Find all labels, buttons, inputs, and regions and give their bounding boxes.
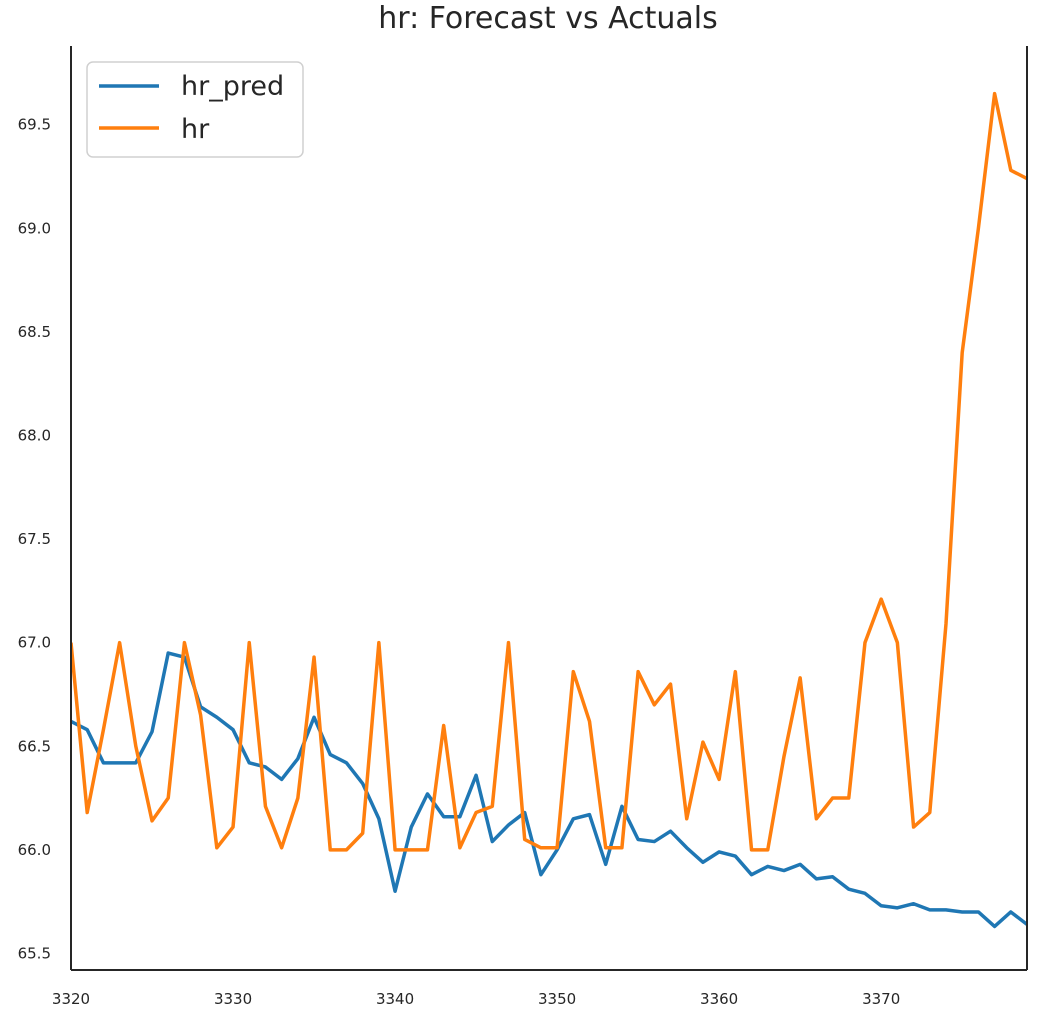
y-tick-label: 68.0: [18, 426, 51, 444]
x-tick-label: 3320: [52, 990, 90, 1008]
x-tick-label: 3360: [700, 990, 738, 1008]
legend-label-hr-pred: hr_pred: [181, 71, 284, 102]
series-layer: [71, 91, 1027, 929]
y-tick-label: 67.5: [18, 530, 51, 548]
y-tick-label: 67.0: [18, 634, 51, 652]
chart-title: hr: Forecast vs Actuals: [378, 1, 717, 36]
x-tick-label: 3350: [538, 990, 576, 1008]
y-tick-label: 69.0: [18, 219, 51, 237]
y-axis-ticks: 65.5 66.0 66.5 67.0 67.5 68.0 68.5 69.0 69.5: [18, 116, 51, 963]
x-axis-ticks: 3320 3330 3340 3350 3360 3370: [52, 990, 900, 1008]
legend-label-hr: hr: [181, 114, 210, 145]
series-line-hr: [71, 91, 1027, 852]
x-tick-label: 3330: [214, 990, 252, 1008]
y-tick-label: 66.0: [18, 841, 51, 859]
series-line-hr-pred: [71, 651, 1027, 929]
x-tick-label: 3370: [862, 990, 900, 1008]
legend: hr_pred hr: [86, 61, 304, 158]
y-tick-label: 66.5: [18, 737, 51, 755]
y-tick-label: 65.5: [18, 944, 51, 962]
x-tick-label: 3340: [376, 990, 414, 1008]
y-tick-label: 69.5: [18, 116, 51, 134]
y-tick-label: 68.5: [18, 323, 51, 341]
